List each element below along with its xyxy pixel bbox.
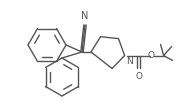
Text: N: N [81, 11, 89, 21]
Text: O: O [135, 72, 142, 81]
Text: O: O [147, 51, 154, 60]
Text: N: N [126, 56, 132, 65]
